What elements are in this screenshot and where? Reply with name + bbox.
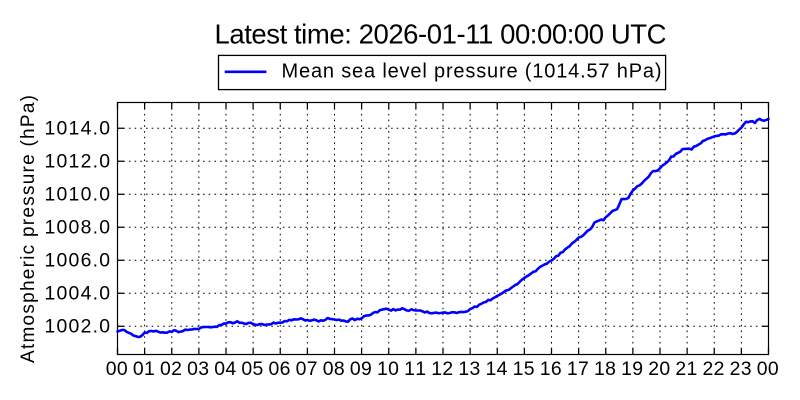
svg-text:Mean sea level pressure (1014.: Mean sea level pressure (1014.57 hPa) xyxy=(282,61,662,83)
svg-text:02: 02 xyxy=(160,358,182,380)
svg-text:09: 09 xyxy=(350,358,372,380)
svg-text:04: 04 xyxy=(214,358,236,380)
svg-text:Latest time: 2026-01-11 00:00:: Latest time: 2026-01-11 00:00:00 UTC xyxy=(215,18,667,49)
svg-text:07: 07 xyxy=(296,358,318,380)
svg-text:19: 19 xyxy=(621,358,643,380)
svg-text:00: 00 xyxy=(757,358,779,380)
svg-text:1008.0: 1008.0 xyxy=(45,217,111,239)
svg-text:1006.0: 1006.0 xyxy=(45,250,111,272)
svg-text:21: 21 xyxy=(675,358,697,380)
svg-text:00: 00 xyxy=(106,358,128,380)
svg-text:01: 01 xyxy=(133,358,155,380)
svg-text:06: 06 xyxy=(268,358,290,380)
svg-text:1004.0: 1004.0 xyxy=(45,283,111,305)
svg-text:08: 08 xyxy=(323,358,345,380)
svg-text:1012.0: 1012.0 xyxy=(45,151,111,173)
svg-text:Atmospheric pressure (hPa): Atmospheric pressure (hPa) xyxy=(18,95,39,363)
svg-text:14: 14 xyxy=(485,358,507,380)
svg-text:1002.0: 1002.0 xyxy=(45,316,111,338)
svg-text:23: 23 xyxy=(730,358,752,380)
svg-text:16: 16 xyxy=(540,358,562,380)
svg-text:11: 11 xyxy=(404,358,426,380)
svg-text:15: 15 xyxy=(513,358,535,380)
svg-text:03: 03 xyxy=(187,358,209,380)
svg-text:1014.0: 1014.0 xyxy=(45,118,111,140)
svg-text:05: 05 xyxy=(241,358,263,380)
svg-text:1010.0: 1010.0 xyxy=(45,184,111,206)
svg-text:20: 20 xyxy=(648,358,670,380)
svg-text:12: 12 xyxy=(431,358,453,380)
svg-text:18: 18 xyxy=(594,358,616,380)
svg-text:17: 17 xyxy=(567,358,589,380)
svg-text:10: 10 xyxy=(377,358,399,380)
svg-text:13: 13 xyxy=(458,358,480,380)
svg-text:22: 22 xyxy=(702,358,724,380)
